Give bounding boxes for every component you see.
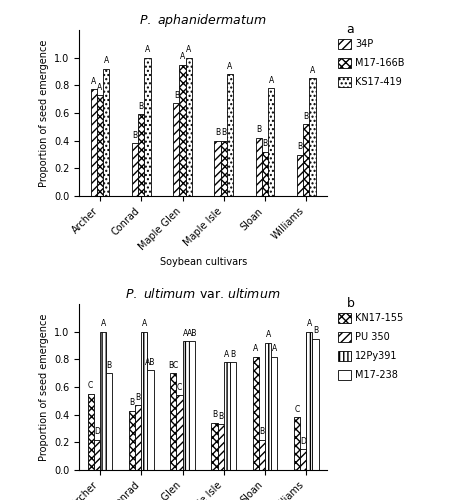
Bar	[221, 140, 227, 196]
Text: AB: AB	[145, 358, 156, 367]
Text: A: A	[227, 62, 233, 71]
Bar	[144, 58, 150, 196]
Bar	[148, 370, 154, 470]
Bar	[185, 58, 192, 196]
Text: A: A	[269, 76, 274, 84]
Bar	[297, 154, 303, 196]
Bar	[212, 423, 218, 470]
Text: D: D	[300, 437, 306, 446]
Bar	[268, 88, 274, 196]
Text: A: A	[224, 350, 229, 358]
Text: A: A	[186, 45, 191, 54]
Bar	[214, 140, 221, 196]
Text: A: A	[98, 82, 103, 92]
Legend: KN17-155, PU 350, 12Py391, M17-238: KN17-155, PU 350, 12Py391, M17-238	[337, 312, 404, 382]
Bar	[94, 440, 100, 470]
Bar	[312, 338, 318, 470]
Bar	[262, 152, 268, 196]
Text: BC: BC	[168, 360, 178, 370]
Text: B: B	[139, 102, 144, 111]
Text: B: B	[313, 326, 318, 335]
Text: A: A	[145, 45, 150, 54]
Text: A: A	[266, 330, 271, 339]
Bar	[177, 396, 183, 470]
Text: B: B	[218, 412, 223, 421]
Text: A: A	[142, 319, 147, 328]
Text: C: C	[177, 383, 182, 392]
Text: A: A	[183, 329, 188, 338]
Bar	[271, 356, 277, 470]
Bar	[88, 394, 94, 470]
Text: A: A	[307, 319, 312, 328]
Text: B: B	[133, 131, 138, 140]
Text: D: D	[94, 427, 100, 436]
Text: B: B	[107, 360, 112, 370]
Bar	[189, 342, 195, 470]
Bar	[224, 362, 230, 470]
Bar	[259, 440, 265, 470]
Bar	[179, 64, 185, 196]
Bar	[106, 373, 113, 470]
Legend: 34P, M17-166B, KS17-419: 34P, M17-166B, KS17-419	[337, 38, 406, 88]
Text: A: A	[310, 66, 315, 75]
X-axis label: Soybean cultivars: Soybean cultivars	[160, 258, 247, 268]
Bar	[183, 342, 189, 470]
Text: B: B	[262, 140, 268, 148]
Text: A: A	[180, 52, 185, 61]
Bar	[97, 95, 103, 196]
Bar	[294, 418, 300, 470]
Text: b: b	[347, 298, 354, 310]
Text: C: C	[294, 405, 300, 414]
Text: B: B	[135, 392, 141, 402]
Bar	[218, 424, 224, 470]
Y-axis label: Proportion of seed emergence: Proportion of seed emergence	[39, 40, 49, 186]
Bar	[309, 78, 316, 196]
Text: B: B	[174, 91, 179, 100]
Text: B: B	[212, 410, 217, 420]
Text: B: B	[221, 128, 226, 137]
Bar	[253, 356, 259, 470]
Text: B: B	[231, 350, 236, 358]
Bar	[173, 104, 179, 196]
Title: $\it{P.\ ultimum}$ var. $\it{ultimum}$: $\it{P.\ ultimum}$ var. $\it{ultimum}$	[126, 288, 281, 302]
Bar	[103, 68, 109, 196]
Text: B: B	[256, 126, 262, 134]
Y-axis label: Proportion of seed emergence: Proportion of seed emergence	[39, 314, 49, 460]
Bar	[91, 90, 97, 196]
Bar	[265, 342, 271, 470]
Bar	[141, 332, 148, 470]
Bar	[227, 74, 233, 196]
Text: B: B	[304, 112, 309, 120]
Bar	[230, 362, 236, 470]
Text: A: A	[91, 77, 97, 86]
Bar	[170, 373, 177, 470]
Bar	[256, 138, 262, 196]
Text: A: A	[100, 319, 106, 328]
Text: C: C	[88, 382, 93, 390]
Text: AB: AB	[187, 329, 197, 338]
Text: B: B	[297, 142, 303, 151]
Text: a: a	[347, 24, 354, 36]
Text: A: A	[104, 56, 109, 66]
Bar	[100, 332, 106, 470]
Text: B: B	[215, 128, 220, 137]
Text: B: B	[259, 427, 264, 436]
Bar	[132, 144, 138, 196]
Text: A: A	[253, 344, 258, 353]
Bar	[135, 405, 141, 470]
Bar	[129, 410, 135, 470]
Bar	[138, 114, 144, 196]
Bar	[303, 124, 309, 196]
Title: $\it{P.\ aphanidermatum}$: $\it{P.\ aphanidermatum}$	[140, 12, 267, 29]
Text: B: B	[129, 398, 134, 407]
Bar	[306, 332, 312, 470]
Text: A: A	[272, 344, 277, 353]
Bar	[300, 449, 306, 470]
